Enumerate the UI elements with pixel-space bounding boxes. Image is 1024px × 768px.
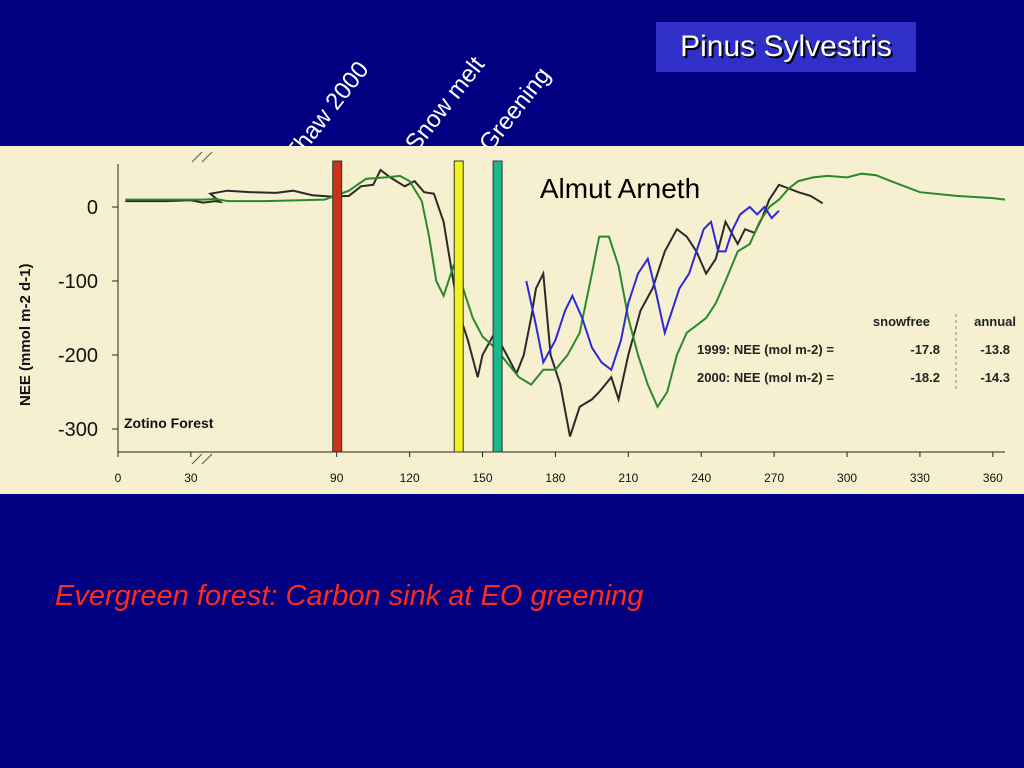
marker-bar-1 (453, 160, 464, 453)
slide-caption: Evergreen forest: Carbon sink at EO gree… (55, 580, 644, 612)
x-tick-label: 180 (545, 471, 565, 485)
x-tick-label: 90 (330, 471, 344, 485)
y-tick-label: -100 (58, 271, 98, 293)
x-tick-label: 0 (115, 471, 122, 485)
table-row-annual: -14.3 (980, 370, 1010, 385)
x-tick-label: 30 (184, 471, 198, 485)
y-tick-label: 0 (87, 197, 98, 219)
marker-bar-2 (492, 160, 503, 453)
axis-break-mark (201, 453, 213, 465)
slide-title: Pinus Sylvestris (656, 22, 916, 72)
series-line-2 (525, 205, 780, 372)
x-tick-label: 210 (618, 471, 638, 485)
table-row-annual: -13.8 (980, 342, 1010, 357)
axis-break-mark (191, 151, 203, 163)
axis-break-mark (191, 453, 203, 465)
table-header-snowfree: snowfree (873, 314, 930, 329)
table-header-annual: annual (974, 314, 1016, 329)
marker-label-greening: Greening (474, 62, 557, 157)
axis-break-mark (201, 151, 213, 163)
table-row-label: 2000: NEE (mol m-2) = (697, 370, 834, 385)
nee-chart: 0 -100 -200 -300 0 30 90 120 150 180 210 240 270 300 3… (17, 151, 1016, 485)
x-tick-label: 300 (837, 471, 857, 485)
site-label: Zotino Forest (124, 415, 214, 431)
x-tick-label: 120 (400, 471, 420, 485)
series-line-0 (125, 168, 824, 437)
table-row-snowfree: -18.2 (910, 370, 940, 385)
marker-bar-0 (332, 160, 343, 453)
y-axis-label: NEE (mmol m-2 d-1) (17, 263, 34, 406)
table-row-snowfree: -17.8 (910, 342, 940, 357)
x-tick-label: 270 (764, 471, 784, 485)
y-tick-label: -300 (58, 419, 98, 441)
table-row-label: 1999: NEE (mol m-2) = (697, 342, 834, 357)
y-tick-label: -200 (58, 345, 98, 367)
x-tick-label: 240 (691, 471, 711, 485)
x-tick-label: 150 (473, 471, 493, 485)
x-tick-label: 330 (910, 471, 930, 485)
chart-panel: 0 -100 -200 -300 0 30 90 120 150 180 210 240 270 300 3… (0, 146, 1024, 494)
author-label: Almut Arneth (540, 173, 700, 204)
series-line-1 (125, 172, 1006, 409)
x-tick-label: 360 (983, 471, 1003, 485)
